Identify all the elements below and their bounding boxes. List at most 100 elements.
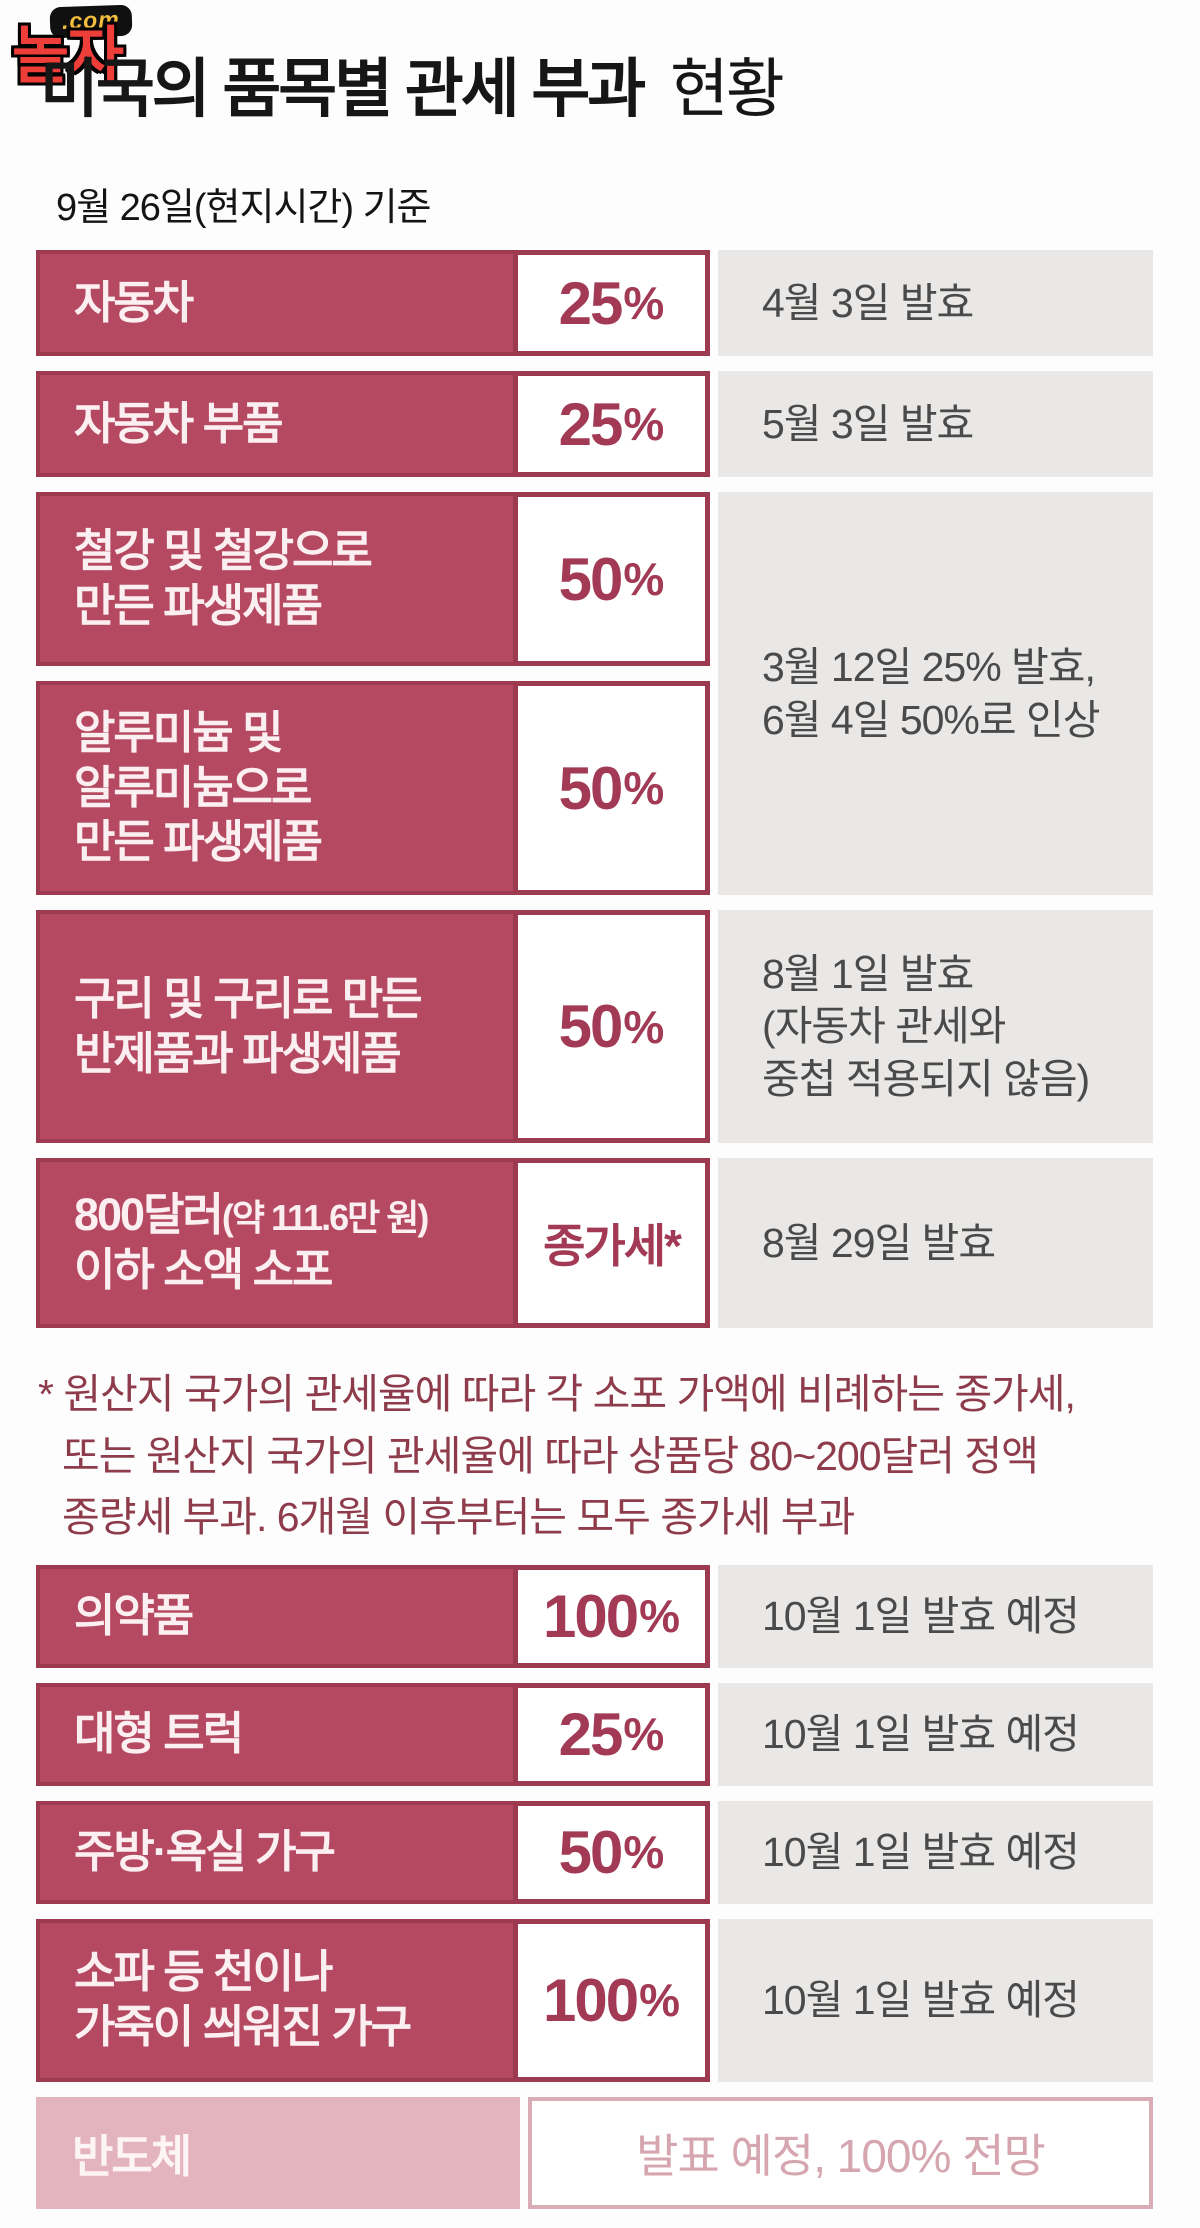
table-row-auto-parts: 자동차 부품 25% 5월 3일 발효 xyxy=(36,371,1153,477)
item-label-small: (약 111.6만 원) xyxy=(221,1197,429,1239)
note-cell: 10월 1일 발효 예정 xyxy=(718,1564,1153,1668)
rate-value: 50 xyxy=(558,545,624,613)
item-label: 자동차 부품 xyxy=(74,397,284,449)
rate-box: 50% xyxy=(513,1800,710,1904)
page-title-light: 현황 xyxy=(669,53,785,125)
rate-unit: % xyxy=(623,553,665,605)
item-label-line: 철강 및 철강으로 xyxy=(74,525,373,577)
note-cell-merged: 3월 12일 25% 발효, 6월 4일 50%로 인상 xyxy=(718,492,1153,895)
rate-unit: % xyxy=(623,398,665,450)
note-text: 10월 1일 발효 예정 xyxy=(762,1592,1080,1639)
note-cell: 10월 1일 발효 예정 xyxy=(718,1682,1153,1786)
footnote-line: 또는 원산지 국가의 관세율에 따라 상품당 80~200달러 정액 xyxy=(62,1432,1039,1479)
logo: .com 놀자 xyxy=(10,4,200,104)
rate-box: 100% xyxy=(513,1918,710,2082)
item-label-line: 가죽이 씌워진 가구 xyxy=(74,2001,412,2052)
rate-box: 100% xyxy=(513,1564,710,1668)
note-text-line: 3월 12일 25% 발효, xyxy=(762,644,1096,691)
note-box-semiconductors: 발표 예정, 100% 전망 xyxy=(528,2096,1153,2209)
item-cell: 의약품 100% xyxy=(36,1564,710,1668)
item-cell: 800달러(약 111.6만 원) 이하 소액 소포 종가세* xyxy=(36,1158,710,1328)
rate-unit: % xyxy=(623,277,665,329)
rate-label: 종가세* xyxy=(543,1220,682,1272)
item-cell-aluminum: 알루미늄 및 알루미늄으로 만든 파생제품 50% xyxy=(36,681,710,895)
item-label-line: 알루미늄으로 xyxy=(74,761,312,813)
rate-box: 50% xyxy=(513,910,710,1143)
rate-unit: % xyxy=(639,1974,680,2026)
item-label: 의약품 xyxy=(74,1589,194,1641)
item-label-line: 알루미늄 및 xyxy=(74,706,284,758)
table-row-sofa: 소파 등 천이나 가죽이 씌워진 가구 100% 10월 1일 발효 예정 xyxy=(36,1918,1153,2082)
rate-value: 100 xyxy=(542,1966,639,2034)
rate-value: 50 xyxy=(558,754,624,822)
table-row-trucks: 대형 트럭 25% 10월 1일 발효 예정 xyxy=(36,1682,1153,1786)
note-text-line: 중첩 적용되지 않음) xyxy=(762,1055,1090,1102)
table-rowgroup-steel-aluminum: 철강 및 철강으로 만든 파생제품 50% 알루미늄 및 알루미늄으로 만든 파… xyxy=(36,492,1153,895)
rate-box: 25% xyxy=(513,250,710,356)
note-text: 10월 1일 발효 예정 xyxy=(762,1976,1080,2023)
rate-unit: % xyxy=(623,1826,665,1878)
item-cell: 자동차 부품 25% xyxy=(36,371,710,477)
item-label: 주방·욕실 가구 xyxy=(74,1825,336,1877)
rate-value: 100 xyxy=(542,1582,639,1650)
rate-value: 50 xyxy=(558,993,624,1060)
rate-box: 25% xyxy=(513,1682,710,1786)
note-text: 발표 예정, 100% 전망 xyxy=(636,2129,1046,2182)
rate-unit: % xyxy=(623,1708,665,1760)
item-label-line: 구리 및 구리로 만든 xyxy=(74,972,423,1024)
note-cell: 10월 1일 발효 예정 xyxy=(718,1800,1153,1904)
item-label-line: 만든 파생제품 xyxy=(74,580,323,631)
logo-text: 놀자 xyxy=(12,22,124,91)
note-text: 4월 3일 발효 xyxy=(762,279,974,326)
rate-unit: % xyxy=(623,1000,665,1053)
rate-value: 25 xyxy=(558,390,624,458)
steel-aluminum-stack: 철강 및 철강으로 만든 파생제품 50% 알루미늄 및 알루미늄으로 만든 파… xyxy=(36,492,710,895)
rate-value: 50 xyxy=(558,1818,624,1886)
rate-box: 종가세* xyxy=(513,1158,710,1328)
item-label-line: 소파 등 천이나 xyxy=(74,1946,333,1998)
table-row-semiconductors: 반도체 발표 예정, 100% 전망 xyxy=(36,2096,1153,2209)
item-cell-steel: 철강 및 철강으로 만든 파생제품 50% xyxy=(36,492,710,666)
footnote-line: 종량세 부과. 6개월 이후부터는 모두 종가세 부과 xyxy=(62,1494,855,1540)
rate-box: 25% xyxy=(513,371,710,477)
page-title: 미국의 품목별 관세 부과 현황 xyxy=(40,38,785,130)
rate-value: 25 xyxy=(558,269,624,337)
note-text-line: (자동차 관세와 xyxy=(762,1003,1006,1050)
note-text: 8월 29일 발효 xyxy=(762,1219,996,1266)
table-row-copper: 구리 및 구리로 만든 반제품과 파생제품 50% 8월 1일 발효 (자동차 … xyxy=(36,910,1153,1143)
item-cell: 주방·욕실 가구 50% xyxy=(36,1800,710,1904)
note-cell: 10월 1일 발효 예정 xyxy=(718,1918,1153,2082)
item-label-main: 800달러 xyxy=(74,1189,224,1241)
rate-unit: % xyxy=(639,1590,680,1642)
table-row-autos: 자동차 25% 4월 3일 발효 xyxy=(36,250,1153,356)
item-cell: 대형 트럭 25% xyxy=(36,1682,710,1786)
note-text: 5월 3일 발효 xyxy=(762,400,974,447)
note-cell: 8월 29일 발효 xyxy=(718,1158,1153,1328)
rate-unit: % xyxy=(623,762,665,814)
note-cell: 4월 3일 발효 xyxy=(718,250,1153,356)
item-label-line: 만든 파생제품 xyxy=(74,816,323,868)
rate-box: 50% xyxy=(513,492,710,666)
item-label: 자동차 xyxy=(74,276,194,328)
note-cell: 5월 3일 발효 xyxy=(718,371,1153,477)
note-text-line: 6월 4일 50%로 인상 xyxy=(762,696,1100,743)
rate-box: 50% xyxy=(513,681,710,895)
note-cell: 8월 1일 발효 (자동차 관세와 중첩 적용되지 않음) xyxy=(718,910,1153,1143)
item-cell: 소파 등 천이나 가죽이 씌워진 가구 100% xyxy=(36,1918,710,2082)
footnote-line: * 원산지 국가의 관세율에 따라 각 소포 가액에 비례하는 종가세, xyxy=(38,1371,1076,1417)
note-text: 10월 1일 발효 예정 xyxy=(762,1710,1080,1757)
item-label-line: 이하 소액 소포 xyxy=(74,1244,333,1295)
footnote: * 원산지 국가의 관세율에 따라 각 소포 가액에 비례하는 종가세, 또는 … xyxy=(38,1364,1153,1549)
item-label-line: 반제품과 파생제품 xyxy=(74,1027,402,1079)
table-row-parcels: 800달러(약 111.6만 원) 이하 소액 소포 종가세* 8월 29일 발… xyxy=(36,1158,1153,1328)
note-text-line: 8월 1일 발효 xyxy=(762,950,974,997)
as-of-date: 9월 26일(현지시간) 기준 xyxy=(56,187,432,229)
note-text: 10월 1일 발효 예정 xyxy=(762,1828,1080,1875)
item-cell-semiconductors: 반도체 xyxy=(36,2096,520,2209)
item-cell: 구리 및 구리로 만든 반제품과 파생제품 50% xyxy=(36,910,710,1143)
table-row-pharma: 의약품 100% 10월 1일 발효 예정 xyxy=(36,1564,1153,1668)
item-label: 대형 트럭 xyxy=(74,1707,244,1759)
rate-value: 25 xyxy=(558,1700,624,1768)
item-cell: 자동차 25% xyxy=(36,250,710,356)
